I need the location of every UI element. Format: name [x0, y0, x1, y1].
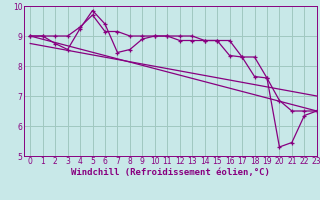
X-axis label: Windchill (Refroidissement éolien,°C): Windchill (Refroidissement éolien,°C): [71, 168, 270, 177]
